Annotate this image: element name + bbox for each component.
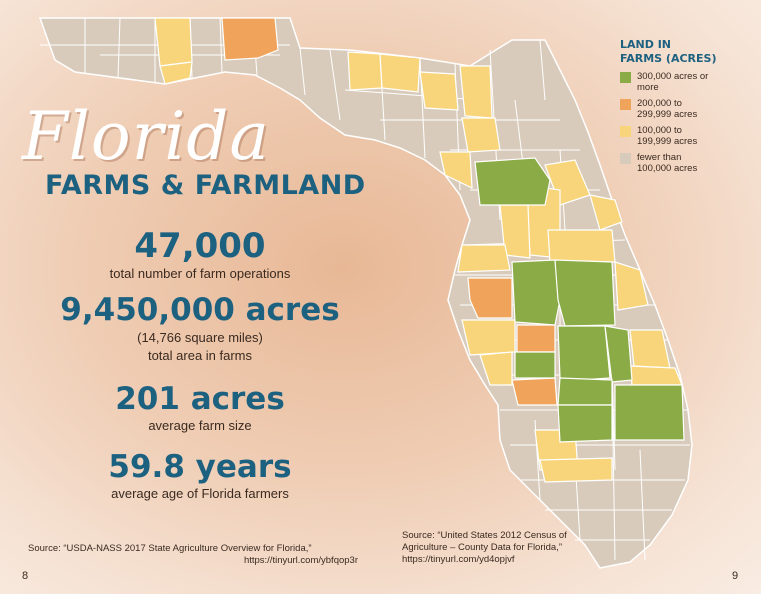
page-subtitle: FARMS & FARMLAND [45, 170, 366, 201]
legend-label-line1: 300,000 acres or [637, 71, 709, 82]
source-right-url: https://tinyurl.com/yd4opjvf [402, 554, 515, 565]
page-title-script: Florida [22, 98, 270, 175]
legend-label-line2: 100,000 acres [637, 163, 698, 174]
legend-title-line2: FARMS (ACRES) [620, 52, 717, 65]
stat-average-age: 59.8 years average age of Florida farmer… [0, 448, 400, 501]
map-legend: LAND IN FARMS (ACRES) 300,000 acres or m… [620, 38, 750, 174]
legend-label-line2: more [637, 82, 659, 93]
legend-swatch-yellow [620, 126, 631, 137]
source-left-line1: Source: “USDA-NASS 2017 State Agricultur… [28, 543, 312, 554]
legend-item-under-100k: fewer than 100,000 acres [620, 152, 750, 174]
source-left-url: https://tinyurl.com/ybfqop3r [243, 555, 358, 566]
stat-label: total area in farms [147, 348, 253, 363]
stat-note: (14,766 square miles) [137, 330, 263, 345]
stat-average-farm-size: 201 acres average farm size [0, 380, 400, 433]
legend-label-line1: 100,000 to [637, 125, 682, 136]
legend-label-line1: 200,000 to [637, 98, 682, 109]
legend-swatch-gray [620, 153, 631, 164]
stat-value: 201 acres [115, 381, 285, 417]
counties-300k-plus [474, 157, 685, 443]
legend-item-100k-199k: 100,000 to 199,999 acres [620, 125, 750, 147]
legend-label-line2: 299,999 acres [637, 109, 698, 120]
stat-label: average farm size [148, 418, 252, 433]
counties-100k-199k [154, 17, 683, 483]
stat-farm-operations: 47,000 total number of farm operations [0, 226, 400, 281]
source-left: Source: “USDA-NASS 2017 State Agricultur… [28, 543, 358, 567]
legend-title-line1: LAND IN [620, 38, 671, 51]
page-number-left: 8 [22, 570, 29, 582]
legend-swatch-orange [620, 99, 631, 110]
stat-label: average age of Florida farmers [111, 486, 289, 501]
legend-label-line2: 199,999 acres [637, 136, 698, 147]
legend-item-300k-plus: 300,000 acres or more [620, 71, 750, 93]
counties-200k-299k [221, 17, 558, 406]
stat-value: 59.8 years [108, 449, 292, 485]
stat-value: 9,450,000 acres [60, 292, 340, 328]
source-right: Source: “United States 2012 Census of Ag… [402, 530, 622, 566]
stat-value: 47,000 [134, 226, 266, 266]
source-right-line1: Source: “United States 2012 Census of [402, 530, 567, 541]
stat-total-acres: 9,450,000 acres (14,766 square miles) to… [0, 291, 400, 365]
legend-swatch-green [620, 72, 631, 83]
legend-label-line1: fewer than [637, 152, 682, 163]
florida-state-outline [38, 17, 693, 569]
legend-item-200k-299k: 200,000 to 299,999 acres [620, 98, 750, 120]
source-right-line2: Agriculture – County Data for Florida,” [402, 542, 562, 553]
stat-label: total number of farm operations [109, 266, 291, 281]
page-number-right: 9 [732, 570, 739, 582]
